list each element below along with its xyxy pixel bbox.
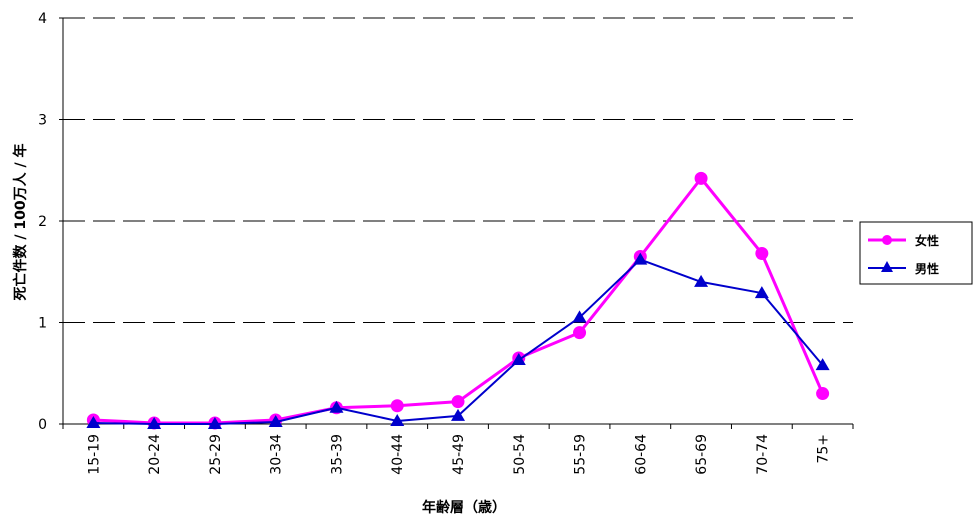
legend-item-female: 女性 — [868, 233, 939, 248]
data-point-female — [451, 395, 465, 409]
data-point-male — [451, 408, 465, 421]
y-tick-label: 3 — [38, 113, 47, 129]
data-point-female — [755, 246, 769, 260]
data-point-female — [816, 387, 830, 401]
legend-item-male: 男性 — [868, 261, 939, 276]
legend-marker-female — [882, 235, 892, 245]
series-group — [86, 171, 830, 430]
x-tick-label: 70-74 — [755, 434, 771, 475]
x-tick-labels: 15-19 20-24 25-29 30-34 35-39 40-44 45-49 50-54… — [62, 424, 854, 475]
data-point-male — [268, 414, 283, 427]
data-point-female — [694, 171, 708, 185]
gridlines — [63, 17, 853, 323]
data-point-male — [329, 400, 344, 413]
data-point-male — [86, 415, 101, 428]
x-tick-label: 75+ — [816, 434, 832, 464]
y-axis-title: 死亡件数 / 100万人 / 年 — [12, 144, 29, 302]
x-tick-label: 20-24 — [147, 434, 163, 475]
x-tick-label: 30-34 — [269, 434, 285, 475]
y-tick-label: 1 — [38, 316, 47, 332]
data-point-male — [147, 417, 162, 429]
x-tick-label: 65-69 — [694, 434, 710, 475]
data-point-male — [207, 417, 222, 429]
y-tick-label: 2 — [38, 214, 47, 230]
legend-label-male: 男性 — [915, 261, 939, 276]
x-tick-label: 50-54 — [512, 434, 528, 475]
data-point-male — [511, 353, 526, 366]
x-tick-label: 45-49 — [451, 434, 467, 475]
series-line-female — [93, 176, 824, 425]
legend-box — [859, 221, 973, 285]
x-tick-label: 40-44 — [390, 434, 406, 475]
data-point-male — [572, 310, 587, 323]
x-tick-label: 55-59 — [573, 434, 589, 475]
y-tick-label: 4 — [38, 11, 47, 27]
x-tick-label: 60-64 — [633, 434, 649, 475]
data-point-male — [694, 274, 709, 287]
data-point-female — [390, 399, 404, 413]
x-tick-label: 25-29 — [208, 434, 224, 475]
x-tick-label: 35-39 — [329, 434, 345, 475]
data-point-male — [754, 286, 769, 299]
legend-marker-male — [881, 261, 893, 272]
legend-label-female: 女性 — [915, 233, 939, 248]
x-tick-label: 15-19 — [86, 434, 102, 475]
data-point-male — [390, 413, 405, 426]
data-point-male — [633, 252, 648, 265]
y-tick-label: 0 — [38, 417, 47, 433]
x-axis-title: 年齢層（歳） — [422, 499, 506, 516]
data-point-female — [573, 326, 587, 340]
legend: 女性 男性 — [859, 221, 973, 285]
data-point-male — [815, 358, 830, 371]
y-tick-labels: 0 1 2 3 4 — [38, 11, 63, 433]
